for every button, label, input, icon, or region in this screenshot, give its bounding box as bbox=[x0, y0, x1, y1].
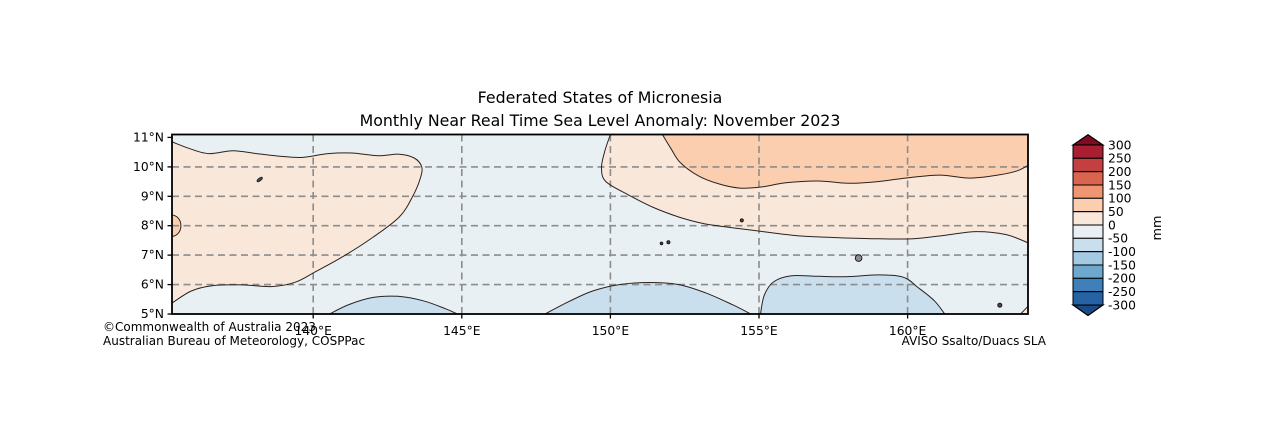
contour-corner-positive-sliver bbox=[1020, 305, 1028, 314]
chart-title-line1: Federated States of Micronesia bbox=[478, 88, 723, 107]
colorbar-band--100--150 bbox=[1072, 251, 1104, 266]
colorbar-band-150-100 bbox=[1072, 184, 1104, 199]
grid-lines bbox=[172, 134, 1028, 314]
island-chuuk-2 bbox=[666, 240, 671, 245]
colorbar-tick-label--50: -50 bbox=[1108, 232, 1128, 246]
colorbar-tick-label--200: -200 bbox=[1108, 272, 1136, 286]
y-tick-label-6: 6°N bbox=[141, 278, 164, 292]
colorbar-band-250-200 bbox=[1072, 157, 1104, 173]
region-south-negative-patch-2 bbox=[545, 282, 751, 314]
y-tick-label-9: 9°N bbox=[141, 189, 164, 203]
x-tick-label-150: 150°E bbox=[592, 324, 629, 338]
colorbar-band-100-50 bbox=[1072, 197, 1104, 213]
colorbar-band--150--200 bbox=[1072, 264, 1104, 279]
x-tick-label-140: 140°E bbox=[295, 324, 332, 338]
colorbar-tick-label-0: 0 bbox=[1108, 218, 1116, 232]
colorbar-band--200--250 bbox=[1072, 277, 1104, 293]
colorbar-tick-label--250: -250 bbox=[1108, 285, 1136, 299]
colorbar-tick-label-200: 200 bbox=[1108, 165, 1131, 179]
colorbar-tick-label-150: 150 bbox=[1108, 178, 1131, 192]
colorbar-band-300-250 bbox=[1072, 144, 1104, 159]
island-yap bbox=[256, 176, 263, 183]
copyright-text: ©Commonwealth of Australia 2023 bbox=[103, 320, 316, 334]
y-tick-label-11: 11°N bbox=[133, 130, 164, 144]
contour-south-negative-patch-2 bbox=[544, 282, 752, 314]
contour-north-east-salmon-anomaly bbox=[661, 134, 1028, 189]
contour-south-negative-patch-1 bbox=[329, 295, 458, 314]
island-kosrae bbox=[997, 302, 1003, 308]
data-credit-text: AVISO Ssalto/Duacs SLA bbox=[902, 334, 1047, 348]
colorbar-tick-label-100: 100 bbox=[1108, 192, 1131, 206]
colorbar-band-0--50 bbox=[1072, 224, 1104, 239]
colorbar-tick-label--150: -150 bbox=[1108, 258, 1136, 272]
plot-frame bbox=[171, 133, 1029, 315]
island-pohnpei bbox=[854, 254, 863, 262]
island-chuuk-1 bbox=[659, 241, 664, 246]
colorbar-units-label: mm bbox=[1150, 216, 1165, 241]
x-tick-label-160: 160°E bbox=[889, 324, 926, 338]
colorbar-under-triangle bbox=[1071, 304, 1105, 317]
x-tick-label-155: 155°E bbox=[740, 324, 777, 338]
colorbar-band-50-0 bbox=[1072, 211, 1104, 226]
agency-text: Australian Bureau of Meteorology, COSPPa… bbox=[103, 334, 365, 348]
map-plot-area bbox=[172, 134, 1028, 314]
colorbar-tick-label-250: 250 bbox=[1108, 152, 1131, 166]
colorbar-tick-label-50: 50 bbox=[1108, 205, 1124, 219]
colorbar: 300250200150100500-50-100-150-200-250-30… bbox=[1071, 133, 1136, 317]
colorbar-band-200-150 bbox=[1072, 171, 1104, 186]
y-tick-label-8: 8°N bbox=[141, 219, 164, 233]
x-tick-label-145: 145°E bbox=[443, 324, 480, 338]
contour-east-positive-anomaly bbox=[600, 134, 1028, 244]
colorbar-tick-label--300: -300 bbox=[1108, 298, 1136, 312]
y-tick-label-7: 7°N bbox=[141, 248, 164, 262]
axes: 11°N 10°N 9°N 8°N 7°N 6°N 5°N 140°E 145°E 150°E 15… bbox=[133, 130, 1029, 338]
colorbar-over-triangle bbox=[1071, 133, 1105, 146]
colorbar-tick-label--100: -100 bbox=[1108, 245, 1136, 259]
colorbar-band--250--300 bbox=[1072, 291, 1104, 306]
colorbar-band--50--100 bbox=[1072, 237, 1104, 253]
colorbar-tick-label-300: 300 bbox=[1108, 138, 1131, 152]
chart-title-line2: Monthly Near Real Time Sea Level Anomaly… bbox=[360, 111, 841, 130]
contour-south-negative-patch-3 bbox=[760, 274, 946, 314]
contour-west-positive-anomaly bbox=[172, 141, 423, 304]
y-tick-label-10: 10°N bbox=[133, 160, 164, 174]
region-west-positive-anomaly bbox=[172, 141, 423, 304]
island-oroluk bbox=[739, 218, 744, 223]
map-clip-group bbox=[172, 134, 1028, 314]
y-tick-label-5: 5°N bbox=[141, 307, 164, 321]
